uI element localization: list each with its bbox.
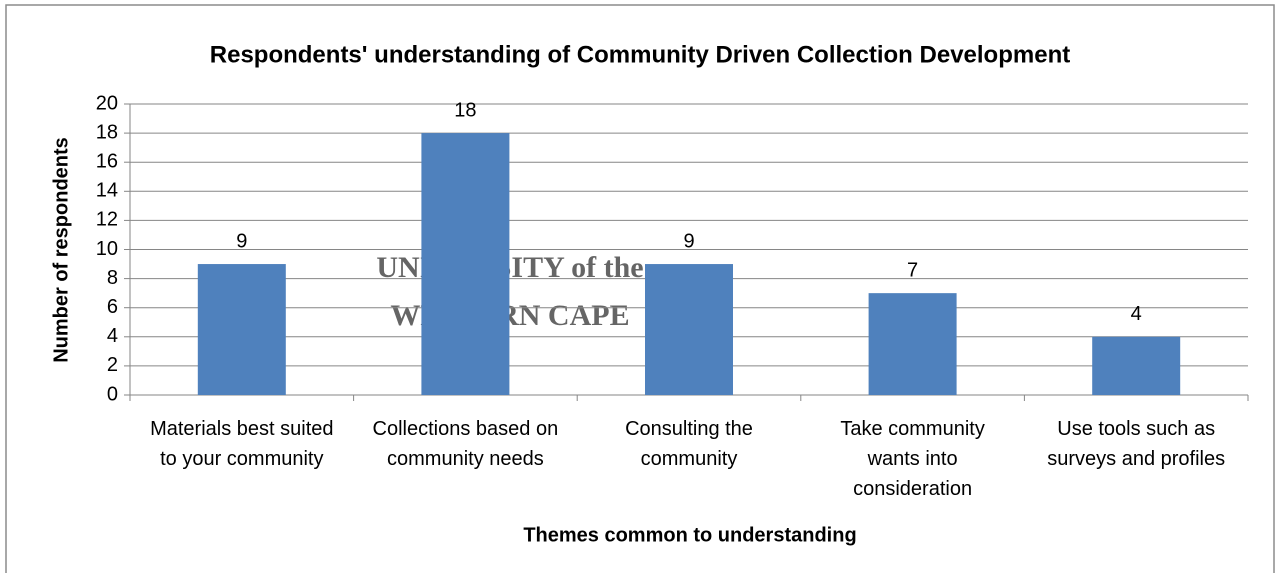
x-tick-label: Consulting the community [625, 418, 753, 470]
data-label: 7 [907, 259, 918, 281]
chart-frame [5, 4, 1275, 573]
y-tick-label: 4 [107, 325, 118, 347]
x-tick-label: Use tools such as surveys and profiles [1047, 418, 1226, 470]
data-label: 18 [454, 99, 476, 121]
bar [197, 264, 286, 395]
bar [645, 264, 733, 395]
data-label: 9 [236, 230, 247, 252]
y-tick-label: 2 [107, 354, 118, 376]
chart-title: Respondents' understanding of Community … [210, 41, 1070, 68]
y-tick-label: 12 [96, 209, 118, 231]
y-axis-title: Number of respondents [50, 137, 72, 363]
bar [1092, 336, 1181, 395]
data-label: 4 [1131, 303, 1142, 325]
y-tick-label: 6 [107, 296, 118, 318]
y-tick-label: 16 [96, 150, 118, 172]
y-tick-label: 18 [96, 121, 118, 143]
x-tick-label: Materials best suited to your community [150, 418, 334, 470]
bar [421, 133, 510, 395]
bar [868, 293, 957, 395]
x-tick-label: Collections based on community needs [372, 418, 559, 470]
y-tick-label: 10 [96, 238, 118, 260]
y-tick-label: 0 [107, 383, 118, 405]
y-tick-label: 8 [107, 267, 118, 289]
y-tick-label: 20 [96, 92, 118, 114]
x-axis-title: Themes common to understanding [523, 524, 856, 546]
y-tick-label: 14 [96, 180, 118, 202]
x-tick-label: Take community wants into consideration [840, 418, 985, 500]
data-label: 9 [683, 230, 694, 252]
